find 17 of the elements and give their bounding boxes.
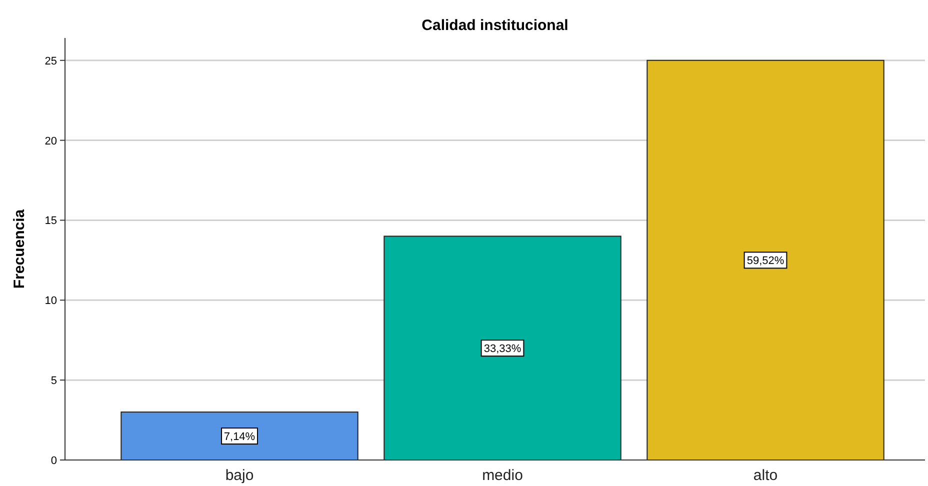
- y-axis-title: Frecuencia: [11, 208, 28, 289]
- bar: [646, 60, 884, 460]
- y-tick-label: 15: [44, 215, 57, 228]
- x-tick-label: bajo: [225, 467, 254, 484]
- chart-title: Calidad institucional: [422, 17, 568, 34]
- bar: [120, 412, 358, 460]
- annotation: 7,14%: [224, 431, 256, 444]
- x-tick-label: alto: [753, 467, 778, 484]
- bar: [384, 236, 622, 460]
- y-tick-label: 10: [44, 295, 57, 308]
- y-tick-label: 5: [50, 375, 57, 388]
- y-tick-label: 20: [44, 135, 57, 148]
- y-tick-label: 0: [50, 455, 57, 467]
- annotation: 59,52%: [746, 255, 784, 268]
- y-tick-label: 25: [44, 55, 57, 68]
- x-tick-label: medio: [482, 467, 523, 484]
- annotation: 33,33%: [484, 343, 522, 356]
